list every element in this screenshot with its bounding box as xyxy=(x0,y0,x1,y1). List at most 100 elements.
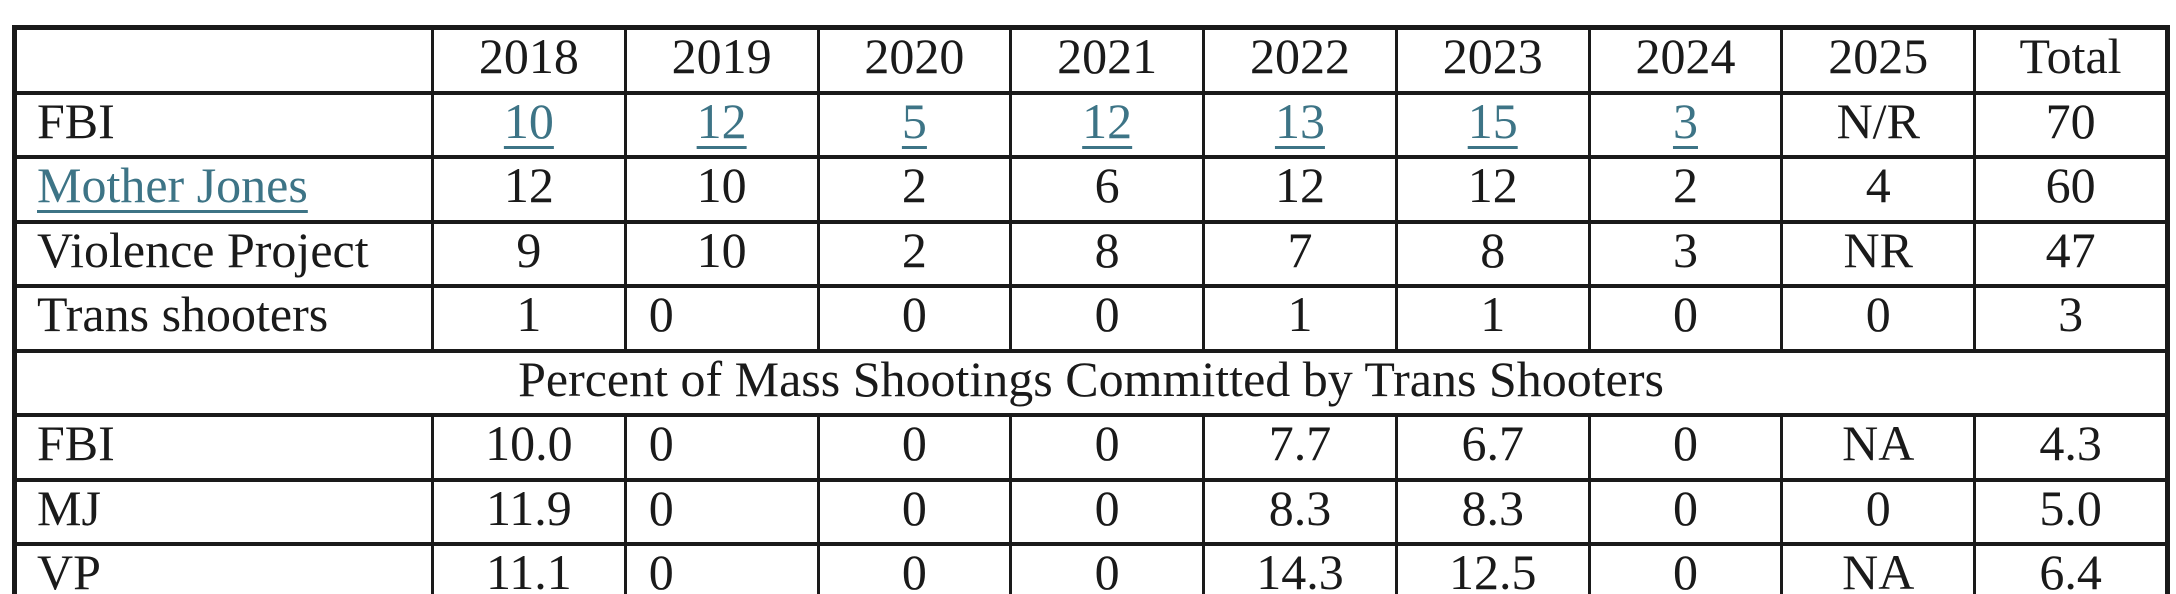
cell: 13 xyxy=(1202,90,1398,159)
fbi-count-link[interactable]: 12 xyxy=(1082,92,1133,149)
fbi-count-link[interactable]: 5 xyxy=(901,92,927,149)
cell: 11.9 xyxy=(431,477,627,546)
cell: 3 xyxy=(1587,90,1784,159)
cell: 10.0 xyxy=(431,413,627,482)
row-fbi-percent: FBI 10.0 0 0 0 7.7 6.7 0 NA 4.3 xyxy=(13,413,2169,482)
fbi-count-link[interactable]: 15 xyxy=(1467,92,1518,149)
cell: N/R xyxy=(1780,90,1977,159)
cell: 2 xyxy=(816,219,1013,288)
cell: 12 xyxy=(431,155,627,224)
cell: 12 xyxy=(1394,155,1591,224)
cell: 10 xyxy=(623,155,820,224)
cell: 0 xyxy=(816,284,1013,353)
cell: 6.7 xyxy=(1394,413,1591,482)
row-mj-percent: MJ 11.9 0 0 0 8.3 8.3 0 0 5.0 xyxy=(13,477,2169,546)
header-year-2025: 2025 xyxy=(1780,25,1977,95)
cell: 4.3 xyxy=(1973,413,2169,482)
cell: 0 xyxy=(1587,284,1784,353)
cell: 3 xyxy=(1973,284,2169,353)
cell: 8.3 xyxy=(1202,477,1398,546)
cell: 7.7 xyxy=(1202,413,1398,482)
row-label-trans-shooters: Trans shooters xyxy=(13,284,434,353)
row-label-violence-project: Violence Project xyxy=(13,219,434,288)
cell: 6 xyxy=(1009,155,1206,224)
header-year-2023: 2023 xyxy=(1394,25,1591,95)
fbi-count-link[interactable]: 3 xyxy=(1672,92,1698,149)
cell: 5.0 xyxy=(1973,477,2169,546)
cell: 0 xyxy=(1009,542,1206,594)
cell: NA xyxy=(1780,413,1977,482)
fbi-count-link[interactable]: 10 xyxy=(503,92,554,149)
row-label-vp-percent: VP xyxy=(13,542,434,594)
header-year-2022: 2022 xyxy=(1202,25,1398,95)
cell: 12 xyxy=(1202,155,1398,224)
section-title: Percent of Mass Shootings Committed by T… xyxy=(13,348,2169,417)
header-year-2018: 2018 xyxy=(431,25,627,95)
mother-jones-link[interactable]: Mother Jones xyxy=(37,157,308,213)
cell: 60 xyxy=(1973,155,2169,224)
row-label-fbi: FBI xyxy=(13,90,434,159)
section-title-row: Percent of Mass Shootings Committed by T… xyxy=(13,348,2169,417)
cell: 2 xyxy=(816,155,1013,224)
cell: 12 xyxy=(623,90,820,159)
cell: 10 xyxy=(623,219,820,288)
header-total: Total xyxy=(1973,25,2169,95)
row-trans-shooters-counts: Trans shooters 1 0 0 0 1 1 0 0 3 xyxy=(13,284,2169,353)
cell: 6.4 xyxy=(1973,542,2169,594)
row-vp-percent: VP 11.1 0 0 0 14.3 12.5 0 NA 6.4 xyxy=(13,542,2169,594)
cell: 70 xyxy=(1973,90,2169,159)
cell: NR xyxy=(1780,219,1977,288)
cell: 3 xyxy=(1587,219,1784,288)
cell: 1 xyxy=(1394,284,1591,353)
cell: 0 xyxy=(623,477,820,546)
cell: NA xyxy=(1780,542,1977,594)
cell: 0 xyxy=(816,477,1013,546)
mass-shootings-table: 2018 2019 2020 2021 2022 2023 2024 2025 … xyxy=(12,25,2170,594)
cell: 5 xyxy=(816,90,1013,159)
row-label-fbi-percent: FBI xyxy=(13,413,434,482)
cell: 0 xyxy=(1587,477,1784,546)
cell: 12 xyxy=(1009,90,1206,159)
cell: 7 xyxy=(1202,219,1398,288)
cell: 2 xyxy=(1587,155,1784,224)
header-year-2020: 2020 xyxy=(816,25,1013,95)
cell: 1 xyxy=(1202,284,1398,353)
cell: 0 xyxy=(816,542,1013,594)
row-violence-project-counts: Violence Project 9 10 2 8 7 8 3 NR 47 xyxy=(13,219,2169,288)
cell: 0 xyxy=(623,284,820,353)
cell: 1 xyxy=(431,284,627,353)
cell: 15 xyxy=(1394,90,1591,159)
cell: 0 xyxy=(623,413,820,482)
cell: 0 xyxy=(1780,284,1977,353)
cell: 9 xyxy=(431,219,627,288)
cell: 0 xyxy=(1009,284,1206,353)
cell: 0 xyxy=(1009,413,1206,482)
cell: 8 xyxy=(1009,219,1206,288)
cell: 0 xyxy=(1009,477,1206,546)
cell: 8.3 xyxy=(1394,477,1591,546)
row-label-mother-jones: Mother Jones xyxy=(13,155,434,224)
fbi-count-link[interactable]: 12 xyxy=(696,92,747,149)
cell: 4 xyxy=(1780,155,1977,224)
row-label-mj-percent: MJ xyxy=(13,477,434,546)
cell: 14.3 xyxy=(1202,542,1398,594)
fbi-count-link[interactable]: 13 xyxy=(1274,92,1325,149)
cell: 8 xyxy=(1394,219,1591,288)
cell: 12.5 xyxy=(1394,542,1591,594)
header-year-2021: 2021 xyxy=(1009,25,1206,95)
cell: 0 xyxy=(1780,477,1977,546)
header-row: 2018 2019 2020 2021 2022 2023 2024 2025 … xyxy=(13,25,2169,95)
cell: 10 xyxy=(431,90,627,159)
row-mother-jones-counts: Mother Jones 12 10 2 6 12 12 2 4 60 xyxy=(13,155,2169,224)
row-fbi-counts: FBI 10 12 5 12 13 15 3 N/R 70 xyxy=(13,90,2169,159)
cell: 11.1 xyxy=(431,542,627,594)
header-year-2024: 2024 xyxy=(1587,25,1784,95)
header-empty-cell xyxy=(13,25,434,95)
cell: 0 xyxy=(1587,542,1784,594)
cell: 0 xyxy=(623,542,820,594)
cell: 0 xyxy=(1587,413,1784,482)
cell: 47 xyxy=(1973,219,2169,288)
cell: 0 xyxy=(816,413,1013,482)
header-year-2019: 2019 xyxy=(623,25,820,95)
